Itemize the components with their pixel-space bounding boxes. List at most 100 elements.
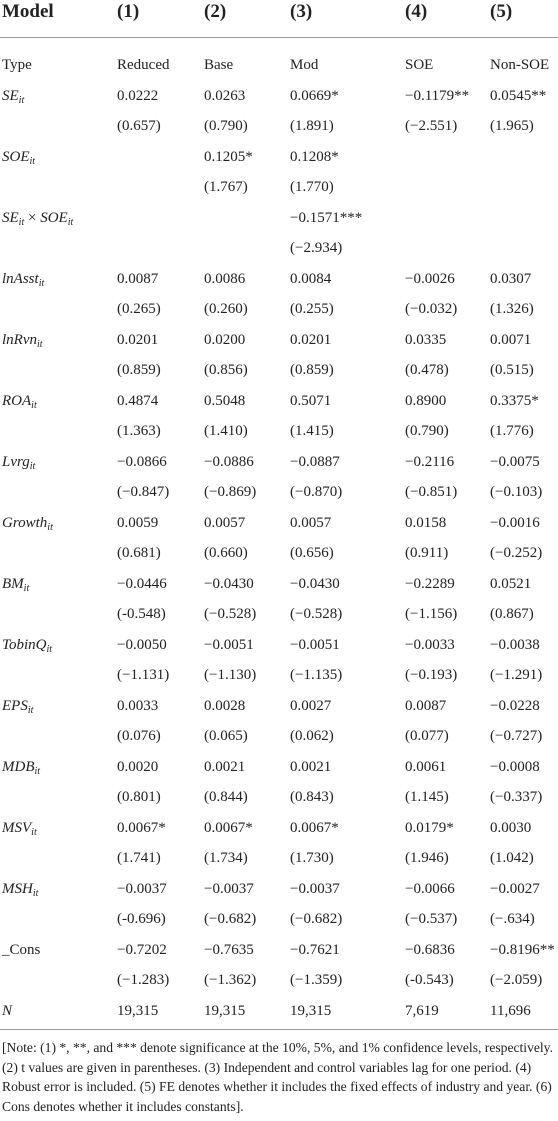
label-subscript: it <box>31 826 37 838</box>
table-cell: (0.856) <box>204 362 248 378</box>
label-text: Lvrg <box>2 453 30 470</box>
label-text: ROA <box>2 392 32 409</box>
table-cell: (0.062) <box>290 728 334 744</box>
table-cell: 19,315 <box>204 1002 246 1019</box>
row-label: ROAit <box>2 391 37 411</box>
table-cell: −0.0887 <box>290 453 340 470</box>
table-cell: (0.515) <box>490 362 534 378</box>
table-cell: 0.0087 <box>405 697 447 714</box>
table-cell: 0.0033 <box>117 697 159 714</box>
label-text: _Cons <box>2 941 41 958</box>
table-cell: −0.0027 <box>490 880 540 897</box>
table-cell: 0.0071 <box>490 331 532 348</box>
table-cell: −0.7621 <box>290 941 340 958</box>
label-subscript: it <box>29 155 36 167</box>
table-cell: (−1.130) <box>204 667 257 683</box>
table-cell: (0.867) <box>490 606 534 622</box>
table-cell: (0.681) <box>117 545 161 561</box>
table-cell: −0.0886 <box>204 453 254 470</box>
table-cell: (0.065) <box>204 728 248 744</box>
table-cell: (1.730) <box>290 850 334 866</box>
label-subscript: it <box>23 582 30 594</box>
table-cell: 0.0027 <box>290 697 332 714</box>
header-rule <box>0 37 558 38</box>
table-cell: (0.255) <box>290 301 334 317</box>
table-cell: (1.767) <box>204 179 248 195</box>
label-text: SE <box>2 87 19 104</box>
table-cell: (0.260) <box>204 301 248 317</box>
row-label: SEit × SOEit <box>2 208 73 228</box>
table-cell: 0.3375* <box>490 392 539 409</box>
label-subscript: it <box>18 216 25 228</box>
table-cell: 0.0201 <box>117 331 159 348</box>
row-label: MDBit <box>2 757 40 777</box>
table-cell: (0.790) <box>204 118 248 134</box>
table-cell: (−0.528) <box>290 606 343 622</box>
table-cell: 0.1208* <box>290 148 339 165</box>
table-cell: −0.0866 <box>117 453 167 470</box>
table-cell: 19,315 <box>117 1002 159 1019</box>
table-cell: −0.0050 <box>117 636 167 653</box>
label-subscript: it <box>67 216 74 228</box>
label-subscript: it <box>29 460 36 472</box>
table-cell: 0.0200 <box>204 331 246 348</box>
label-subscript: it <box>38 277 45 289</box>
table-cell: −0.7202 <box>117 941 167 958</box>
label-text: MSH <box>2 880 33 897</box>
table-cell: (−0.252) <box>490 545 543 561</box>
table-cell: (-0.696) <box>117 911 166 927</box>
table-cell: 0.0020 <box>117 758 159 775</box>
table-cell: (0.478) <box>405 362 449 378</box>
table-cell: −0.8196** <box>490 941 555 958</box>
table-cell: 0.0021 <box>204 758 246 775</box>
table-cell: −0.7635 <box>204 941 254 958</box>
table-cell: 0.0545** <box>490 87 547 104</box>
table-cell: 0.0335 <box>405 331 447 348</box>
table-cell: 0.0307 <box>490 270 532 287</box>
table-cell: 0.4874 <box>117 392 159 409</box>
label-text: N <box>2 1002 13 1019</box>
table-cell: SOE <box>405 57 434 73</box>
label-text: Growth <box>2 514 48 531</box>
table-cell: (−0.337) <box>490 789 543 805</box>
table-cell: (−2.059) <box>490 972 543 988</box>
row-label: SEit <box>2 86 24 106</box>
table-cell: −0.0033 <box>405 636 455 653</box>
label-text: Type <box>2 57 32 73</box>
table-cell: (−0.537) <box>405 911 458 927</box>
table-cell: 0.0059 <box>117 514 159 531</box>
table-note: [Note: (1) *, **, and *** denote signifi… <box>2 1040 553 1114</box>
table-cell: 0.0201 <box>290 331 332 348</box>
table-cell: (0.843) <box>290 789 334 805</box>
table-cell: 0.0067* <box>204 819 253 836</box>
table-cell: 0.5071 <box>290 392 332 409</box>
table-cell: 0.0067* <box>117 819 166 836</box>
table-cell: (−1.131) <box>117 667 170 683</box>
table-cell: (−2.551) <box>405 118 458 134</box>
label-subscript: it <box>27 704 34 716</box>
row-label: EPSit <box>2 696 33 716</box>
column-header: (5) <box>490 1 513 22</box>
label-text: SOE <box>40 209 68 226</box>
table-cell: (0.859) <box>117 362 161 378</box>
table-cell: (1.965) <box>490 118 534 134</box>
label-text: TobinQ <box>2 636 47 653</box>
table-cell: −0.0430 <box>290 575 340 592</box>
table-cell: (1.741) <box>117 850 161 866</box>
table-cell: (−1.359) <box>290 972 343 988</box>
label-text: × <box>24 209 41 226</box>
table-cell: 0.0028 <box>204 697 246 714</box>
column-header: (2) <box>204 1 227 22</box>
row-label: BMit <box>2 574 29 594</box>
table-cell: −0.0037 <box>204 880 254 897</box>
row-label: MSVit <box>2 818 37 838</box>
table-cell: (1.410) <box>204 423 248 439</box>
label-subscript: it <box>32 887 39 899</box>
label-subscript: it <box>31 399 37 411</box>
table-cell: (0.859) <box>290 362 334 378</box>
table-cell: (−1.291) <box>490 667 543 683</box>
label-text: lnRvn <box>2 331 37 348</box>
row-label: MSHit <box>2 879 38 899</box>
label-text: SE <box>2 209 19 226</box>
